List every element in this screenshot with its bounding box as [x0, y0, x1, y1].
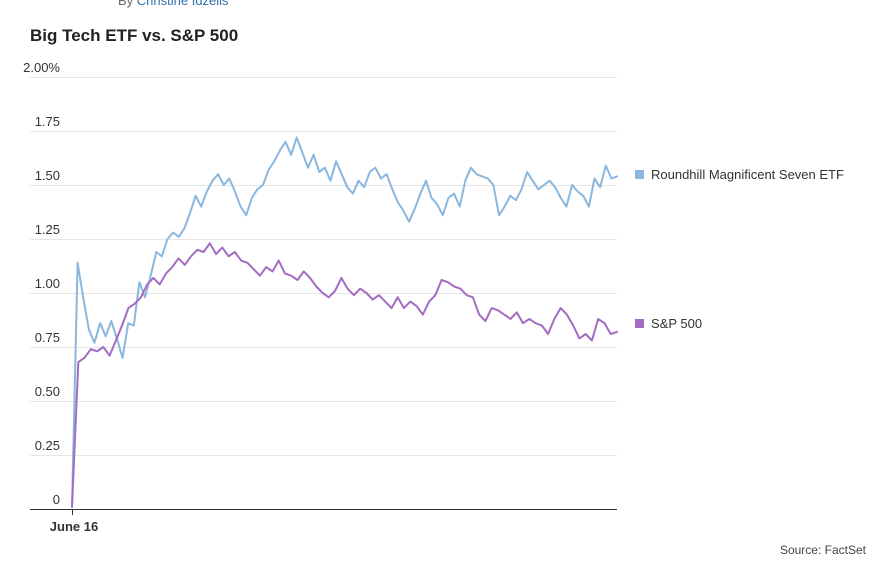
- gridlines: [30, 77, 617, 456]
- byline: By Christine Idzelis: [118, 0, 229, 8]
- source-note: Source: FactSet: [779, 543, 866, 557]
- legend-swatch: [635, 170, 644, 179]
- series-lines: [71, 136, 618, 508]
- y-axis-ticks: 0 0.25 0.50 0.75 1.00 1.25 1.50 1.75 2.00%: [23, 60, 60, 507]
- y-tick-label: 0: [53, 492, 60, 507]
- y-tick-label: 2.00%: [23, 60, 60, 75]
- y-tick-label: 0.75: [35, 330, 60, 345]
- y-tick-label: 1.00: [35, 276, 60, 291]
- chart-title: Big Tech ETF vs. S&P 500: [30, 26, 239, 45]
- series-line-sp500: [71, 242, 618, 508]
- legend-swatch: [635, 319, 644, 328]
- y-tick-label: 1.50: [35, 168, 60, 183]
- y-tick-label: 1.75: [35, 114, 60, 129]
- legend: Roundhill Magnificent Seven ETF S&P 500: [635, 167, 844, 331]
- author-link[interactable]: Christine Idzelis: [136, 0, 229, 8]
- legend-label: Roundhill Magnificent Seven ETF: [651, 167, 844, 182]
- y-tick-label: 0.25: [35, 438, 60, 453]
- legend-label: S&P 500: [651, 316, 702, 331]
- y-tick-label: 1.25: [35, 222, 60, 237]
- x-tick-label: June 16: [50, 519, 98, 534]
- series-line-magnificent-seven-etf: [71, 136, 618, 508]
- byline-prefix: By: [118, 0, 134, 8]
- x-axis-ticks: June 16: [50, 509, 98, 534]
- y-tick-label: 0.50: [35, 384, 60, 399]
